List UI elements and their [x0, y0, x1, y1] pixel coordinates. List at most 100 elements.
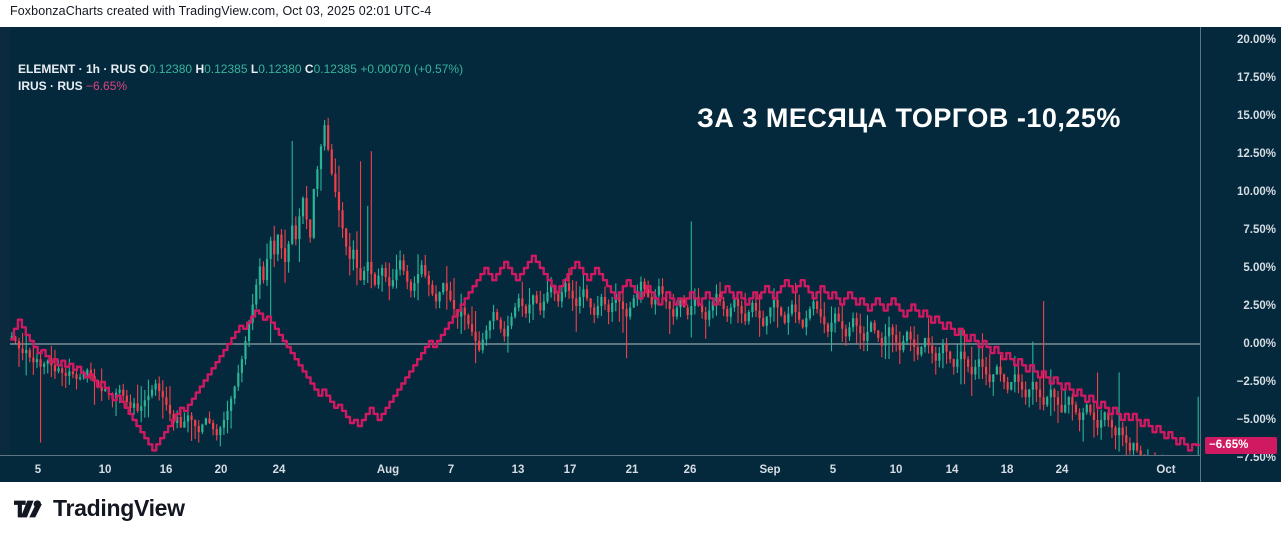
candle-body	[736, 298, 740, 306]
chart-legend[interactable]: ELEMENT · 1h · RUS O0.12380 H0.12385 L0.…	[18, 61, 463, 95]
price-axis[interactable]: 20.00% 17.50% 15.00% 12.50% 10.00% 7.50% 5.00%…	[1200, 27, 1281, 540]
candle-body	[388, 277, 391, 287]
candle-body	[1002, 374, 1006, 382]
candle-body	[905, 331, 909, 341]
candle-body	[704, 312, 707, 320]
candle-body	[298, 216, 301, 240]
candle-body	[783, 315, 786, 323]
candle-body	[219, 427, 222, 436]
candle-body	[650, 296, 653, 305]
candle-body	[255, 284, 258, 305]
candle-body	[1020, 382, 1024, 390]
candle-body	[1085, 404, 1088, 413]
candle-body	[1053, 389, 1056, 398]
candle-body	[348, 246, 351, 259]
candle-body	[208, 418, 211, 424]
candle-body	[981, 359, 984, 367]
candle-body	[424, 264, 427, 276]
candle-body	[43, 363, 46, 367]
candle-body	[93, 375, 96, 381]
candle-body	[140, 406, 143, 411]
candle-body	[859, 325, 862, 334]
candle-body	[733, 298, 736, 308]
time-axis[interactable]: 5 10 16 20 24 Aug 7 13 17 21 26 Sep 5 10 14 18 24 Oct	[0, 455, 1200, 483]
candle-body	[273, 240, 276, 255]
candle-body	[934, 353, 937, 361]
candle-body	[578, 296, 581, 306]
candle-body	[798, 312, 801, 320]
candle-body	[301, 198, 305, 217]
candle-body	[1071, 397, 1074, 405]
candle-body	[869, 322, 873, 332]
candle-body	[686, 307, 689, 316]
candle-body	[345, 228, 348, 247]
time-tick: 24	[1055, 463, 1069, 476]
candle-body	[1028, 389, 1031, 398]
candle-body	[794, 304, 797, 313]
candle-body	[672, 309, 675, 317]
candle-body	[762, 318, 765, 326]
candle-body	[1046, 397, 1049, 405]
candle-body	[1107, 412, 1110, 420]
candle-body	[201, 424, 204, 433]
candle-body	[172, 413, 175, 424]
candle-body	[862, 333, 865, 341]
candle-body	[1100, 420, 1103, 428]
candle-body	[693, 296, 696, 306]
candle-body	[776, 299, 779, 308]
candle-body	[75, 374, 78, 379]
candle-body	[32, 357, 35, 363]
candle-body	[445, 283, 448, 291]
candle-body	[183, 421, 186, 428]
candle-body	[931, 345, 934, 354]
candle-body	[416, 274, 420, 284]
candle-body	[478, 340, 481, 351]
candle-body	[82, 374, 85, 378]
candle-body	[913, 339, 916, 348]
candle-body	[625, 309, 628, 317]
price-tick: 0.00%	[1243, 338, 1276, 350]
candle-body	[287, 243, 290, 262]
candle-body	[10, 336, 13, 338]
candle-body	[600, 296, 603, 306]
time-tick: Sep	[759, 463, 781, 476]
candle-body	[1056, 397, 1060, 405]
legend-row-irus[interactable]: IRUS · RUS −6.65%	[18, 78, 463, 95]
candle-body	[826, 324, 830, 332]
candle-body	[571, 290, 574, 299]
candle-body	[438, 292, 441, 302]
candle-body	[1031, 382, 1034, 390]
price-tick: −2.50%	[1236, 376, 1276, 388]
candle-body	[938, 353, 941, 361]
candle-body	[212, 423, 215, 430]
candle-body	[754, 302, 758, 311]
candle-body	[53, 365, 57, 372]
legend-row-element[interactable]: ELEMENT · 1h · RUS O0.12380 H0.12385 L0.…	[18, 61, 463, 78]
legend-low-key: L	[250, 62, 259, 76]
candle-body	[629, 307, 632, 317]
candle-body	[409, 281, 412, 291]
candle-body	[593, 307, 596, 316]
candle-body	[222, 420, 226, 428]
candle-body	[68, 371, 71, 376]
candle-body	[197, 426, 200, 433]
chart-plot-area[interactable]: ЗА 3 МЕСЯЦА ТОРГОВ -10,25%	[10, 27, 1200, 455]
candle-body	[334, 173, 337, 192]
candle-body	[830, 322, 833, 332]
candle-body	[363, 271, 366, 281]
candle-body	[61, 368, 64, 373]
candle-body	[1064, 404, 1067, 413]
candle-body	[514, 307, 517, 317]
candle-body	[118, 389, 121, 393]
time-tick: 16	[159, 463, 173, 476]
candle-body	[1103, 412, 1106, 420]
candle-body	[265, 258, 269, 281]
candle-body	[194, 420, 197, 427]
candle-body	[496, 312, 499, 320]
candle-body	[452, 299, 456, 310]
candle-body	[557, 293, 560, 302]
candle-body	[492, 312, 495, 322]
legend-high-key: H	[195, 62, 205, 76]
candle-body	[28, 350, 31, 358]
candle-body	[535, 295, 538, 303]
